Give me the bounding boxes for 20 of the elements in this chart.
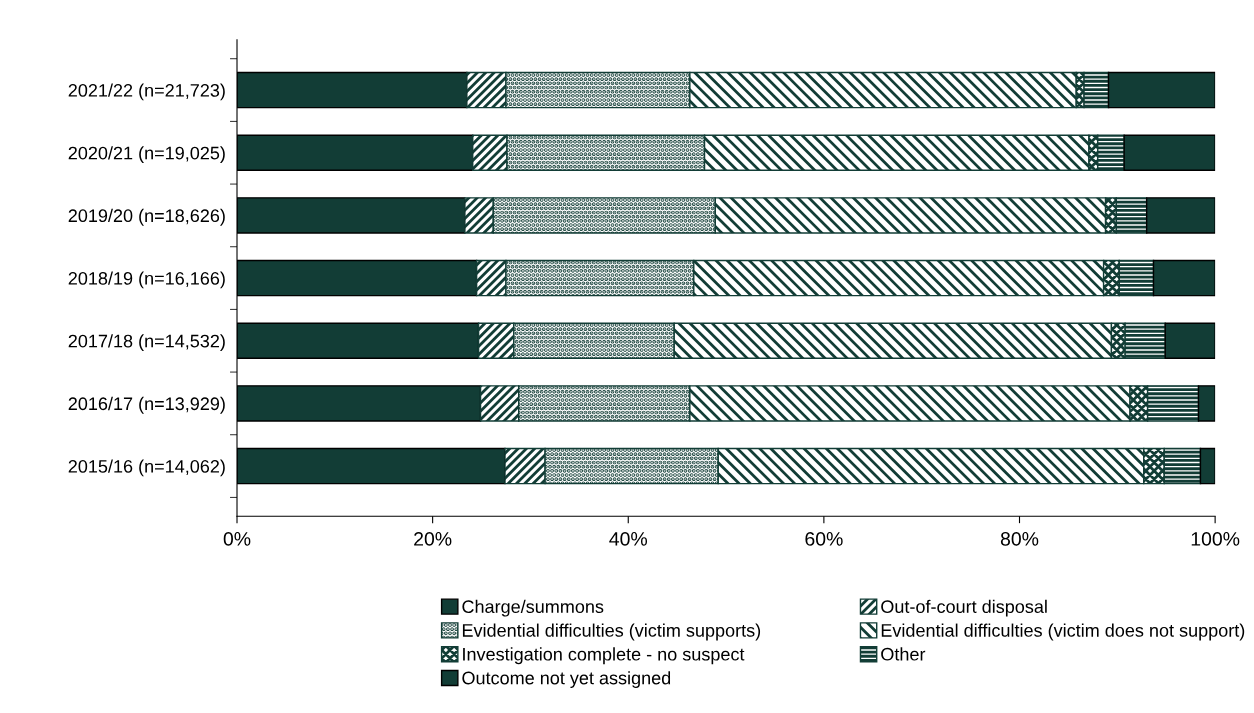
- legend-label: Evidential difficulties (victim does not support): [881, 623, 1245, 641]
- x-tick-label: 40%: [609, 532, 648, 546]
- y-tick-label: 2021/22 (n=21,723): [68, 83, 225, 101]
- y-tick-label: 2015/16 (n=14,062): [68, 459, 225, 477]
- x-tick-label: 80%: [1000, 532, 1039, 546]
- x-tick-label: 60%: [805, 532, 843, 546]
- y-tick-label: 2017/18 (n=14,532): [68, 334, 225, 352]
- legend-label: Evidential difficulties (victim supports): [462, 623, 761, 641]
- y-tick-label: 2020/21 (n=19,025): [68, 146, 225, 164]
- legend-label: Charge/summons: [462, 599, 604, 617]
- y-tick-label: 2019/20 (n=18,626): [68, 208, 225, 226]
- legend-label: Out-of-court disposal: [881, 599, 1047, 617]
- legend-label: Investigation complete - no suspect: [463, 647, 745, 665]
- legend-label: Outcome not yet assigned: [462, 671, 671, 688]
- x-tick-label: 0%: [223, 532, 251, 546]
- x-tick-label: 100%: [1191, 532, 1240, 546]
- legend-label: Other: [881, 647, 926, 661]
- y-tick-label: 2016/17 (n=13,929): [68, 396, 225, 414]
- x-tick-label: 20%: [414, 532, 452, 546]
- y-tick-label: 2018/19 (n=16,166): [68, 271, 225, 289]
